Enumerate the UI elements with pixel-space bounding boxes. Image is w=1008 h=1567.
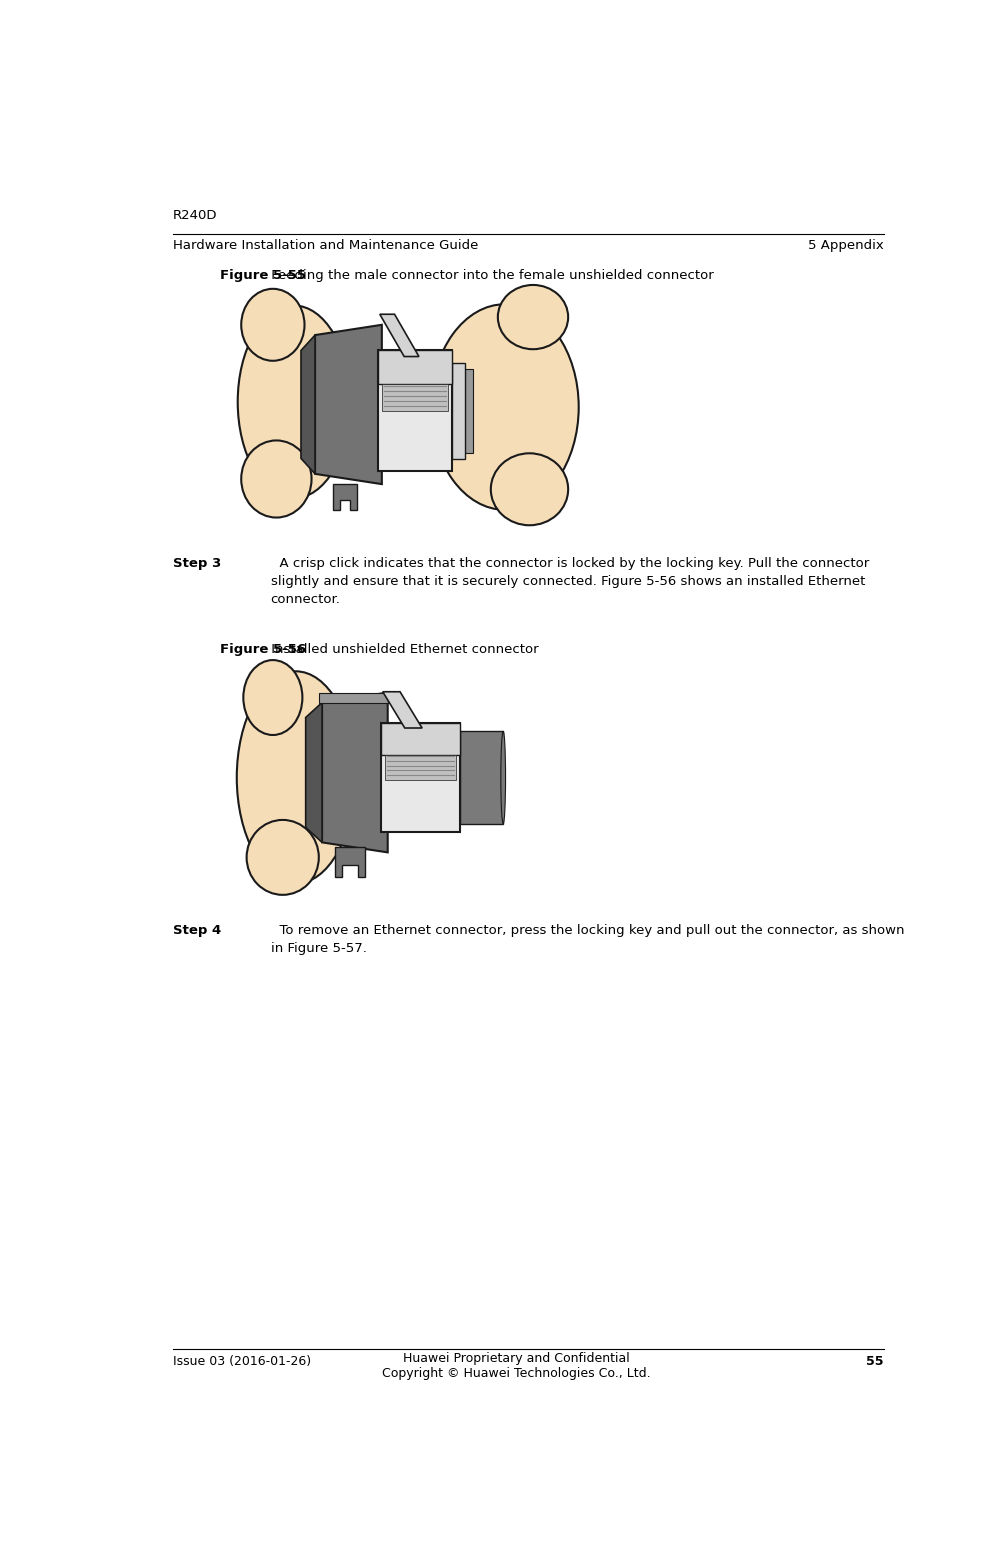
- Bar: [381, 722, 460, 832]
- Polygon shape: [316, 324, 382, 484]
- Bar: [381, 729, 389, 827]
- Bar: [453, 362, 466, 459]
- Bar: [378, 351, 453, 384]
- Polygon shape: [336, 848, 365, 878]
- Text: Feeding the male connector into the female unshielded connector: Feeding the male connector into the fema…: [266, 270, 714, 282]
- Text: Step 3: Step 3: [173, 558, 221, 570]
- Ellipse shape: [241, 440, 311, 517]
- Text: Issue 03 (2016-01-26): Issue 03 (2016-01-26): [173, 1355, 311, 1368]
- Ellipse shape: [237, 671, 355, 884]
- Polygon shape: [333, 484, 357, 509]
- Polygon shape: [305, 702, 323, 843]
- Bar: [319, 693, 388, 702]
- Polygon shape: [323, 693, 388, 852]
- Text: Step 4: Step 4: [173, 925, 221, 937]
- Polygon shape: [383, 691, 422, 729]
- Ellipse shape: [243, 660, 302, 735]
- Polygon shape: [380, 315, 419, 357]
- Text: R240D: R240D: [173, 208, 218, 223]
- Polygon shape: [301, 335, 316, 473]
- Text: To remove an Ethernet connector, press the locking key and pull out the connecto: To remove an Ethernet connector, press t…: [270, 925, 904, 954]
- Ellipse shape: [238, 306, 350, 498]
- Text: Installed unshielded Ethernet connector: Installed unshielded Ethernet connector: [266, 642, 538, 657]
- Ellipse shape: [501, 732, 506, 824]
- Bar: [466, 368, 473, 453]
- Text: Huawei Proprietary and Confidential
Copyright © Huawei Technologies Co., Ltd.: Huawei Proprietary and Confidential Copy…: [382, 1352, 651, 1381]
- Bar: [378, 351, 453, 472]
- Bar: [381, 722, 460, 755]
- Text: 5 Appendix: 5 Appendix: [808, 238, 884, 252]
- Bar: [460, 732, 503, 824]
- Bar: [385, 755, 456, 780]
- Text: Figure 5-55: Figure 5-55: [220, 270, 305, 282]
- Text: A crisp click indicates that the connector is locked by the locking key. Pull th: A crisp click indicates that the connect…: [270, 558, 869, 606]
- Ellipse shape: [241, 288, 304, 360]
- Ellipse shape: [247, 820, 319, 895]
- Text: 55: 55: [866, 1355, 884, 1368]
- Bar: [382, 384, 449, 411]
- Text: Hardware Installation and Maintenance Guide: Hardware Installation and Maintenance Gu…: [173, 238, 478, 252]
- Ellipse shape: [498, 285, 569, 349]
- Ellipse shape: [431, 304, 579, 509]
- Ellipse shape: [491, 453, 569, 525]
- Text: Figure 5-56: Figure 5-56: [220, 642, 305, 657]
